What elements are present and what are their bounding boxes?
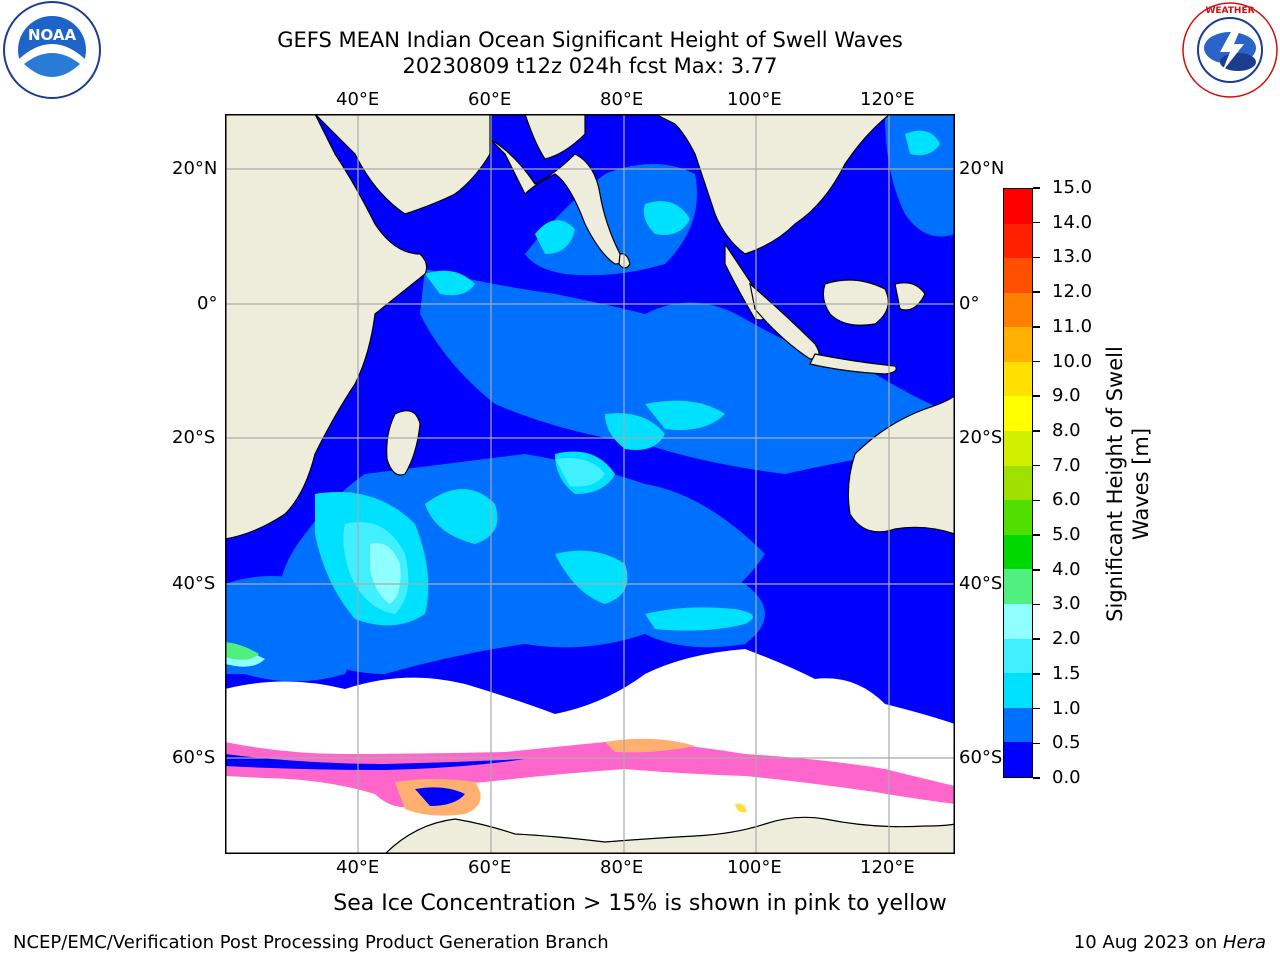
lat-tick-right: 0° — [959, 293, 980, 314]
colorbar-segment — [1004, 223, 1032, 259]
colorbar-tick-mark — [1033, 326, 1040, 328]
colorbar-segment — [1004, 638, 1032, 674]
colorbar-tick-label: 0.5 — [1052, 732, 1081, 754]
colorbar-tick-label: 0.0 — [1052, 767, 1081, 788]
colorbar-segment — [1004, 188, 1032, 224]
lat-tick-left: 60°S — [172, 747, 216, 768]
map-grid — [225, 114, 955, 854]
lon-tick-bottom: 100°E — [727, 857, 782, 878]
colorbar-tick-mark — [1033, 742, 1040, 745]
colorbar-segment — [1004, 361, 1032, 397]
noaa-logo: NOAA — [2, 0, 102, 100]
map-subtitle: 20230809 t12z 024h fcst Max: 3.77 — [402, 54, 778, 78]
colorbar-segment — [1004, 465, 1032, 501]
colorbar-segment — [1004, 431, 1032, 466]
colorbar-tick-label: 15.0 — [1052, 177, 1093, 198]
colorbar-tick-mark — [1033, 707, 1040, 710]
colorbar-tick-mark — [1033, 569, 1040, 571]
map-frame — [225, 114, 955, 854]
land-masses — [225, 114, 955, 854]
colorbar — [1003, 188, 1033, 778]
colorbar-segment — [1004, 534, 1032, 570]
colorbar-tick-mark — [1033, 464, 1040, 467]
colorbar-tick-label: 14.0 — [1052, 211, 1093, 233]
lon-tick-bottom: 80°E — [600, 857, 644, 878]
colorbar-tick-mark — [1033, 603, 1040, 606]
colorbar-segment — [1004, 569, 1032, 605]
colorbar-tick-label: 5.0 — [1052, 524, 1081, 546]
lon-tick-top: 40°E — [336, 89, 380, 110]
colorbar-segment — [1004, 673, 1032, 708]
colorbar-tick-mark — [1033, 187, 1040, 189]
svg-text:NOAA: NOAA — [28, 26, 77, 44]
lon-tick-top: 120°E — [860, 89, 915, 110]
lat-tick-left: 0° — [197, 293, 218, 314]
lon-tick-top: 80°E — [600, 89, 644, 110]
colorbar-tick-mark — [1033, 256, 1040, 259]
sea-ice-caption: Sea Ice Concentration > 15% is shown in … — [333, 891, 947, 916]
colorbar-tick-mark — [1033, 360, 1040, 363]
nws-logo: WEATHER — [1180, 0, 1280, 100]
lon-tick-bottom: 120°E — [860, 857, 915, 878]
colorbar-tick-label: 3.0 — [1052, 593, 1081, 615]
colorbar-tick-mark — [1033, 638, 1040, 640]
lat-tick-left: 20°S — [172, 427, 216, 448]
colorbar-tick-label: 8.0 — [1052, 419, 1081, 441]
colorbar-tick-label: 2.0 — [1052, 628, 1081, 650]
footer-date: 10 Aug 2023 on Hera — [1074, 932, 1266, 954]
map-title: GEFS MEAN Indian Ocean Significant Heigh… — [277, 28, 903, 52]
footer-host: Hera — [1222, 932, 1266, 953]
sea-ice-band — [225, 738, 955, 823]
colorbar-segment — [1004, 742, 1032, 777]
colorbar-tick-mark — [1033, 291, 1040, 293]
colorbar-segment — [1004, 707, 1032, 743]
colorbar-segment — [1004, 292, 1032, 328]
colorbar-segment — [1004, 327, 1032, 362]
colorbar-tick-mark — [1033, 430, 1040, 432]
lon-tick-bottom: 60°E — [468, 857, 512, 878]
colorbar-title: Significant Height of Swell Waves [m] — [1103, 346, 1153, 622]
lat-tick-right: 20°S — [959, 427, 1003, 448]
lat-tick-left: 20°N — [172, 158, 218, 179]
lon-tick-top: 100°E — [727, 89, 782, 110]
lat-tick-right: 20°N — [959, 158, 1005, 179]
lat-tick-right: 60°S — [959, 747, 1003, 768]
lon-tick-bottom: 40°E — [336, 857, 380, 878]
colorbar-segment — [1004, 258, 1032, 293]
footer-date-text: 10 Aug 2023 on — [1073, 932, 1223, 953]
lat-tick-right: 40°S — [959, 573, 1003, 594]
svg-text:WEATHER: WEATHER — [1205, 6, 1254, 16]
swell-max-patch — [225, 642, 259, 660]
colorbar-tick-label: 9.0 — [1052, 385, 1081, 407]
colorbar-tick-label: 7.0 — [1052, 454, 1081, 476]
colorbar-tick-label: 12.0 — [1052, 281, 1093, 303]
lon-tick-top: 60°E — [468, 89, 512, 110]
colorbar-tick-label: 10.0 — [1052, 350, 1093, 372]
footer-credit: NCEP/EMC/Verification Post Processing Pr… — [13, 932, 609, 953]
colorbar-tick-label: 6.0 — [1052, 489, 1081, 511]
colorbar-tick-label: 1.0 — [1052, 697, 1081, 719]
colorbar-tick-mark — [1033, 777, 1040, 779]
colorbar-tick-mark — [1033, 221, 1040, 224]
colorbar-tick-mark — [1033, 673, 1040, 675]
colorbar-tick-label: 13.0 — [1052, 246, 1093, 268]
colorbar-tick-mark — [1033, 395, 1040, 397]
colorbar-tick-mark — [1033, 534, 1040, 536]
colorbar-tick-label: 4.0 — [1052, 558, 1081, 580]
colorbar-segment — [1004, 604, 1032, 639]
colorbar-segment — [1004, 396, 1032, 432]
colorbar-tick-label: 1.5 — [1052, 662, 1081, 684]
colorbar-tick-label: 11.0 — [1052, 315, 1093, 337]
colorbar-tick-mark — [1033, 499, 1040, 502]
lat-tick-left: 40°S — [172, 573, 216, 594]
colorbar-segment — [1004, 500, 1032, 535]
